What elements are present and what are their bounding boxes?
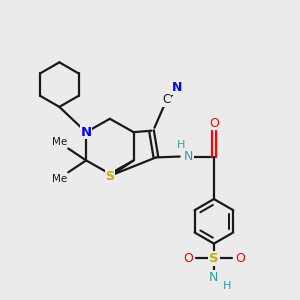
- Text: S: S: [209, 252, 219, 265]
- Text: H: H: [177, 140, 185, 150]
- Text: N: N: [184, 150, 194, 163]
- Text: N: N: [80, 126, 92, 139]
- Text: Me: Me: [52, 137, 67, 147]
- Text: O: O: [235, 252, 245, 265]
- Text: H: H: [223, 281, 232, 291]
- Text: O: O: [183, 252, 193, 265]
- Text: S: S: [105, 170, 114, 183]
- Text: Me: Me: [52, 174, 67, 184]
- Text: N: N: [209, 271, 219, 284]
- Text: O: O: [209, 117, 219, 130]
- Text: N: N: [172, 81, 182, 94]
- Text: C: C: [162, 93, 170, 106]
